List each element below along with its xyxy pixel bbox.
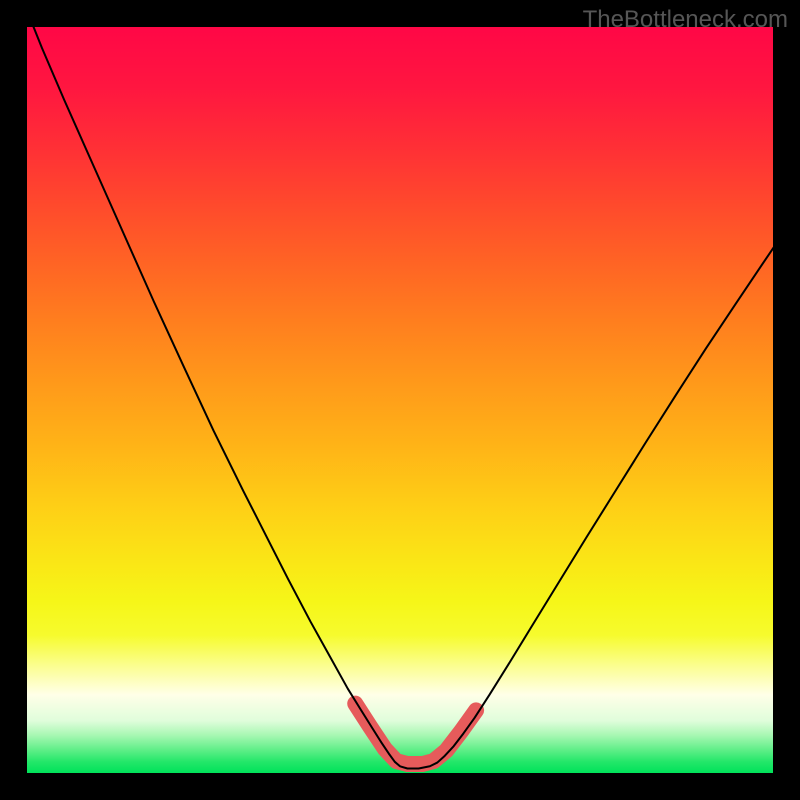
gradient-background xyxy=(27,27,773,773)
chart-frame: TheBottleneck.com xyxy=(0,0,800,800)
bottleneck-curve-chart xyxy=(27,27,773,773)
